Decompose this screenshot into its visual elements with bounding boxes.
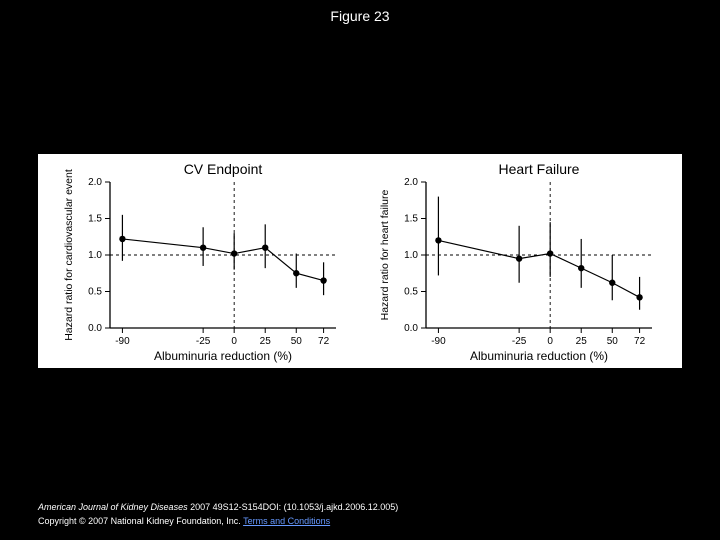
terms-link[interactable]: Terms and Conditions [243,516,330,526]
svg-text:-25: -25 [512,336,527,347]
svg-text:1.0: 1.0 [88,250,102,261]
chart-panel: CV Endpoint 0.0 0.5 1.0 1.5 2.0 -90 -25 0 25 50 72 H… [38,154,682,368]
svg-text:-90: -90 [431,336,446,347]
svg-text:2.0: 2.0 [88,177,102,188]
svg-text:72: 72 [634,336,646,347]
svg-text:CV Endpoint: CV Endpoint [184,161,263,177]
svg-text:Albuminuria reduction (%): Albuminuria reduction (%) [154,349,292,363]
svg-text:1.0: 1.0 [404,250,418,261]
copyright-line: Copyright © 2007 National Kidney Foundat… [38,516,330,526]
svg-text:25: 25 [260,336,272,347]
svg-text:-25: -25 [196,336,211,347]
journal-name: American Journal of Kidney Diseases [38,502,188,512]
charts-svg: CV Endpoint 0.0 0.5 1.0 1.5 2.0 -90 -25 0 25 50 72 H… [38,154,682,368]
svg-text:-90: -90 [115,336,130,347]
svg-text:0: 0 [231,336,237,347]
svg-text:2.0: 2.0 [404,177,418,188]
svg-text:1.5: 1.5 [404,214,418,225]
svg-text:Albuminuria reduction (%): Albuminuria reduction (%) [470,349,608,363]
svg-text:Heart Failure: Heart Failure [499,161,580,177]
svg-text:50: 50 [291,336,303,347]
svg-text:25: 25 [576,336,588,347]
figure-title: Figure 23 [0,8,720,24]
svg-text:0.5: 0.5 [88,287,102,298]
citation-line: American Journal of Kidney Diseases 2007… [38,502,398,512]
svg-text:Hazard ratio for cardiovascula: Hazard ratio for cardiovascular event [63,169,75,341]
copyright-text: Copyright © 2007 National Kidney Foundat… [38,516,243,526]
svg-text:Hazard ratio for heart failure: Hazard ratio for heart failure [379,189,391,320]
svg-text:50: 50 [607,336,619,347]
svg-text:0.0: 0.0 [88,323,102,334]
svg-text:0.5: 0.5 [404,287,418,298]
svg-text:0.0: 0.0 [404,323,418,334]
citation-rest: 2007 49S12-S154DOI: (10.1053/j.ajkd.2006… [188,502,399,512]
svg-text:72: 72 [318,336,330,347]
svg-text:1.5: 1.5 [88,214,102,225]
svg-text:0: 0 [547,336,553,347]
